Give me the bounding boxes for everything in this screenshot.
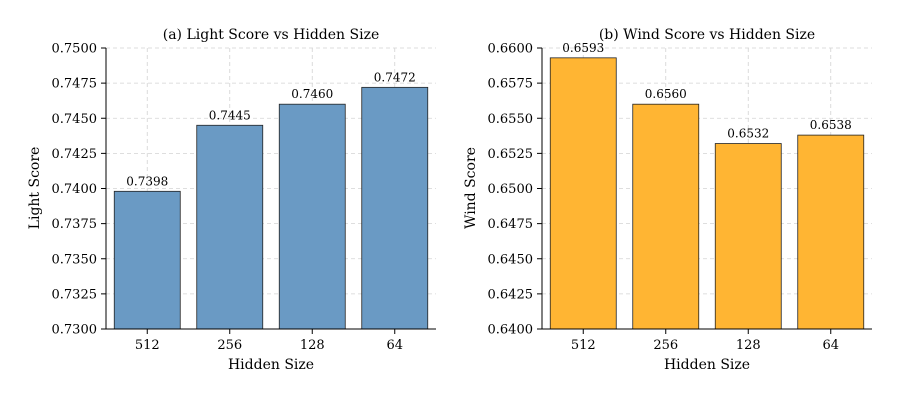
bar-512 [113, 190, 181, 330]
bar-64 [361, 86, 429, 330]
chart-wind-score: (b) Wind Score vs Hidden Size 0.65930.65… [463, 27, 872, 373]
bar-512 [549, 57, 617, 330]
y-tick-label: 0.7400 [52, 182, 98, 197]
data-label-512: 0.6593 [562, 41, 604, 55]
chart-title: (b) Wind Score vs Hidden Size [599, 27, 815, 43]
x-tick-label: 128 [300, 338, 325, 353]
y-tick-label: 0.7475 [52, 77, 98, 92]
y-tick-label: 0.6575 [488, 77, 534, 92]
y-tick-label: 0.6600 [488, 42, 534, 57]
bars [113, 86, 429, 330]
bars [549, 57, 865, 330]
y-tick-label: 0.7350 [52, 252, 98, 267]
x-tick-label: 64 [386, 338, 403, 353]
x-tick-label: 512 [135, 338, 160, 353]
y-ticks: 0.6400 0.6425 0.6450 0.6475 0.6500 0.6525 0.65… [488, 42, 542, 338]
y-tick-label: 0.6475 [488, 217, 534, 232]
data-label-64: 0.7472 [374, 70, 416, 84]
data-label-64: 0.6538 [810, 118, 852, 132]
x-tick-label: 64 [822, 338, 839, 353]
x-axis-label: Hidden Size [664, 357, 750, 373]
bar-128 [714, 143, 782, 330]
y-axis-label: Wind Score [463, 147, 479, 229]
y-tick-label: 0.6450 [488, 252, 534, 267]
y-tick-label: 0.6425 [488, 287, 534, 302]
y-tick-label: 0.7500 [52, 42, 98, 57]
data-labels: 0.7398 0.7445 0.7460 0.7472 [126, 70, 416, 188]
data-label-128: 0.7460 [291, 87, 333, 101]
data-label-256: 0.7445 [209, 108, 251, 122]
x-ticks: 512 256 128 64 [571, 329, 839, 353]
y-tick-label: 0.7300 [52, 323, 98, 338]
bar-256 [196, 124, 264, 330]
chart-title: (a) Light Score vs Hidden Size [163, 27, 379, 43]
y-tick-label: 0.7450 [52, 112, 98, 127]
x-tick-label: 512 [571, 338, 596, 353]
y-tick-label: 0.6525 [488, 147, 534, 162]
y-tick-label: 0.7375 [52, 217, 98, 232]
y-axis-label: Light Score [27, 147, 43, 230]
bar-256 [632, 103, 700, 330]
x-ticks: 512 256 128 64 [135, 329, 403, 353]
x-axis-label: Hidden Size [228, 357, 314, 373]
y-tick-label: 0.6500 [488, 182, 534, 197]
x-tick-label: 128 [736, 338, 761, 353]
data-label-512: 0.7398 [126, 174, 168, 188]
y-tick-label: 0.6400 [488, 323, 534, 338]
y-tick-label: 0.7425 [52, 147, 98, 162]
bar-128 [278, 103, 346, 330]
y-tick-label: 0.6550 [488, 112, 534, 127]
bar-64 [797, 134, 865, 330]
data-label-128: 0.6532 [727, 127, 769, 141]
y-ticks: 0.7300 0.7325 0.7350 0.7375 0.7400 0.7425 0.74… [52, 42, 106, 338]
data-label-256: 0.6560 [645, 87, 687, 101]
chart-light-score: (a) Light Score vs Hidden Size 0.73980.7… [27, 27, 436, 373]
x-tick-label: 256 [217, 338, 242, 353]
y-tick-label: 0.7325 [52, 287, 98, 302]
data-labels: 0.6593 0.6560 0.6532 0.6538 [562, 41, 852, 141]
x-tick-label: 256 [653, 338, 678, 353]
